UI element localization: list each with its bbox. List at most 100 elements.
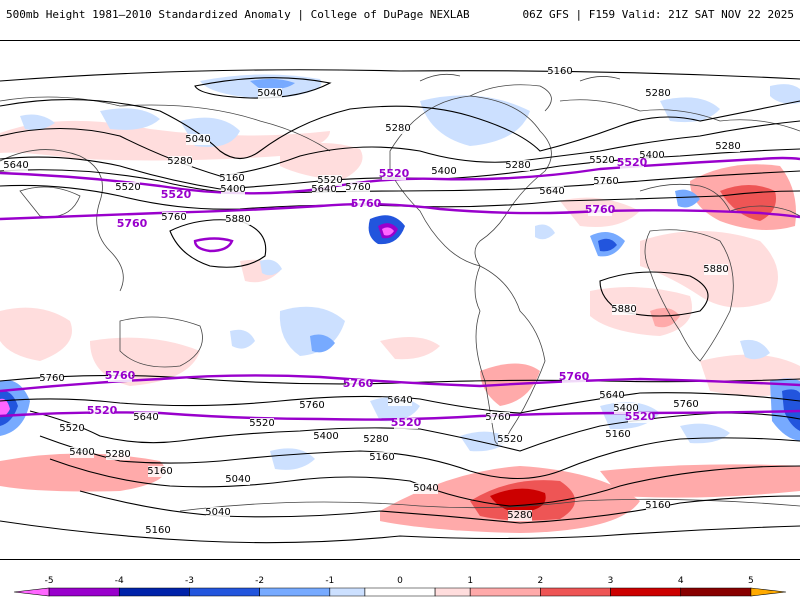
contour-label-bg <box>226 474 250 485</box>
contour-label: 5520 <box>115 182 140 193</box>
contour-label-bg <box>590 155 614 166</box>
contour-label-bg <box>704 264 728 275</box>
contour-label: 5040 <box>185 134 210 145</box>
colorbar-bins <box>13 587 787 597</box>
colorbar-tick-label: 2 <box>537 576 543 586</box>
contour-label-bg <box>106 449 130 460</box>
highlight-contour-label-bg <box>588 205 612 216</box>
contour-label: 5280 <box>715 141 740 152</box>
contour-label: 5400 <box>431 166 456 177</box>
contour-label-bg <box>148 466 172 477</box>
contour-label: 5160 <box>145 525 170 536</box>
contour-label-bg <box>221 184 245 195</box>
colorbar-bin <box>364 587 436 597</box>
colorbar-bin <box>189 587 260 597</box>
contour-label-bg <box>506 160 530 171</box>
highlight-contour-label-bg <box>108 371 132 382</box>
contour-label: 5280 <box>167 156 192 167</box>
contour-label-bg <box>594 176 618 187</box>
contour-label: 5640 <box>539 186 564 197</box>
highlight-contour-label: 5520 <box>617 156 648 169</box>
contour-label: 5280 <box>105 449 130 460</box>
contour-label-bg <box>146 525 170 536</box>
contour-label-bg <box>716 141 740 152</box>
contour-label-bg <box>40 373 64 384</box>
contour-label: 5640 <box>3 160 28 171</box>
highlight-contour-label: 5520 <box>625 410 656 423</box>
colorbar-bin <box>48 587 120 597</box>
map-panel: 5160 5040 5280 5280 5040 5280 5280 5520 5400 5640… <box>0 40 800 560</box>
highlight-contour-label-bg <box>90 406 114 417</box>
contour-label: 5760 <box>299 400 324 411</box>
contour-label: 5160 <box>547 66 572 77</box>
contour-label: 5280 <box>385 123 410 134</box>
contour-label-bg <box>432 166 456 177</box>
contour-label-bg <box>386 123 410 134</box>
contour-label-bg <box>220 173 244 184</box>
colorbar-bin <box>680 587 752 597</box>
colorbar-tick-label: 0 <box>397 576 403 586</box>
highlight-contour-label: 5760 <box>559 370 590 383</box>
contour-label: 5280 <box>507 510 532 521</box>
contour-label-bg <box>508 510 532 521</box>
contour-label-bg <box>4 160 28 171</box>
colorbar-tick-label: -3 <box>185 576 194 586</box>
contour-label: 5760 <box>161 212 186 223</box>
colorbar-bin <box>329 587 366 597</box>
contour-label-bg <box>486 412 510 423</box>
contour-label-bg <box>388 395 412 406</box>
contour-label: 5640 <box>133 412 158 423</box>
contour-label-bg <box>116 182 140 193</box>
contour-label-bg <box>60 423 84 434</box>
highlight-contour-label-bg <box>628 412 652 423</box>
highlight-contour-label: 5520 <box>161 188 192 201</box>
contour-label: 5400 <box>220 184 245 195</box>
contour-label-bg <box>540 186 564 197</box>
contour-label-bg <box>640 150 664 161</box>
contour-label-bg <box>674 399 698 410</box>
highlight-contour-label: 5520 <box>391 416 422 429</box>
contour-label-bg <box>612 304 636 315</box>
contour-label: 5400 <box>313 431 338 442</box>
contour-label-bg <box>312 184 336 195</box>
contour-label: 5520 <box>589 155 614 166</box>
contour-label: 5760 <box>39 373 64 384</box>
highlight-contour-label-bg <box>346 379 370 390</box>
contour-label-bg <box>206 507 230 518</box>
contour-label-bg <box>646 500 670 511</box>
contour-label: 5400 <box>613 403 638 414</box>
colorbar-bin <box>750 587 787 597</box>
colorbar-bin <box>610 587 682 597</box>
contour-label: 5520 <box>59 423 84 434</box>
contour-label: 5640 <box>599 390 624 401</box>
contour-label: 5280 <box>505 160 530 171</box>
contour-label-bg <box>70 447 94 458</box>
contour-label: 5040 <box>205 507 230 518</box>
contour-label-bg <box>162 212 186 223</box>
contour-label: 5640 <box>311 184 336 195</box>
contour-label-bg <box>258 88 282 99</box>
contour-label: 5160 <box>605 429 630 440</box>
model-run-info: 06Z GFS | F159 Valid: 21Z SAT NOV 22 202… <box>522 8 794 21</box>
contour-label: 5040 <box>257 88 282 99</box>
contour-label: 5280 <box>645 88 670 99</box>
contour-label: 5520 <box>249 418 274 429</box>
contour-label-bg <box>370 452 394 463</box>
colorbar-tick-label: -1 <box>325 576 334 586</box>
contour-label-bg <box>314 431 338 442</box>
colorbar-tick-label: 1 <box>467 576 473 586</box>
contour-label-bg <box>186 134 210 145</box>
title-bar: 500mb Height 1981–2010 Standardized Anom… <box>0 0 800 30</box>
colorbar-ticks: -5 -4 -3 -2 -1 0 1 2 3 4 5 <box>45 576 754 586</box>
contour-label-bg <box>646 88 670 99</box>
contour-label: 5040 <box>225 474 250 485</box>
coastlines <box>0 73 800 512</box>
colorbar-tick-label: 4 <box>678 576 684 586</box>
contour-label-bg <box>168 156 192 167</box>
highlight-contour-label: 5760 <box>117 217 148 230</box>
contour-label-bg <box>614 403 638 414</box>
highlight-contour-label-bg <box>164 190 188 201</box>
